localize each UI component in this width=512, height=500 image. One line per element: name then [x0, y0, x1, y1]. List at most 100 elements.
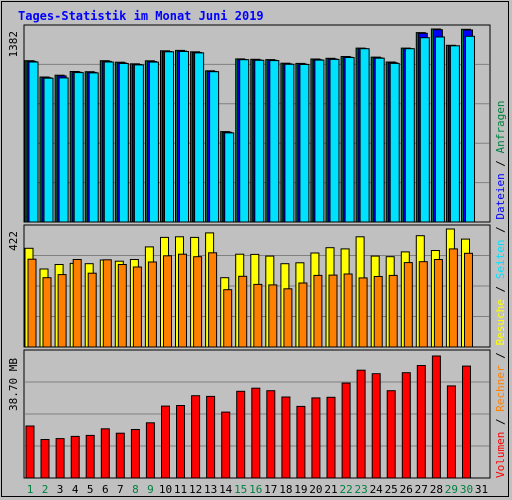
bar-seiten: [73, 72, 84, 223]
bar-volumen: [296, 405, 306, 479]
x-tick-label: 23: [354, 483, 367, 496]
bar-volumen: [281, 396, 291, 479]
bar-seiten: [359, 48, 370, 223]
bar-rechner: [403, 262, 413, 348]
bar-seiten: [419, 37, 430, 223]
bar-volumen: [266, 390, 276, 479]
bar-volumen: [130, 429, 140, 479]
bar-seiten: [194, 52, 205, 223]
legend-item-besuche: Besuche: [494, 299, 507, 345]
bar-volumen: [25, 425, 35, 479]
legend: Volumen / Rechner / Besuche / Seiten / D…: [494, 100, 507, 478]
bar-seiten: [239, 59, 250, 223]
bar-seiten: [434, 36, 445, 223]
bar-rechner: [388, 274, 398, 348]
x-tick-label: 28: [430, 483, 443, 496]
x-tick-label: 7: [117, 483, 124, 496]
bar-rechner: [343, 273, 353, 348]
bar-seiten: [299, 64, 310, 223]
bar-seiten: [133, 64, 144, 223]
x-tick-label: 3: [57, 483, 64, 496]
bar-volumen: [431, 355, 441, 479]
x-tick-label: 21: [324, 483, 337, 496]
bar-rechner: [193, 256, 203, 348]
bar-volumen: [176, 405, 185, 479]
bar-volumen: [401, 372, 411, 479]
bar-seiten: [209, 71, 220, 223]
x-tick-label: 29: [445, 483, 458, 496]
bar-rechner: [42, 277, 52, 348]
bar-rechner: [328, 274, 338, 348]
bar-rechner: [373, 276, 383, 348]
bar-rechner: [223, 289, 233, 348]
bar-rechner: [72, 259, 82, 348]
bar-seiten: [344, 57, 355, 223]
x-tick-label: 1: [27, 483, 34, 496]
x-tick-label: 19: [294, 483, 307, 496]
bar-rechner: [208, 252, 218, 348]
x-tick-label: 6: [102, 483, 109, 496]
x-tick-label: 16: [249, 483, 262, 496]
legend-item-seiten: Seiten: [494, 240, 507, 280]
panel-max-label: 1382: [7, 31, 20, 58]
x-tick-label: 31: [475, 483, 488, 496]
x-tick-label: 9: [147, 483, 154, 496]
x-tick-label: 17: [264, 483, 277, 496]
bar-volumen: [145, 422, 155, 479]
bar-seiten: [389, 62, 400, 223]
bar-rechner: [238, 275, 248, 348]
bar-rechner: [102, 259, 112, 348]
x-tick-label: 2: [42, 483, 49, 496]
bar-rechner: [358, 277, 368, 348]
bar-rechner: [268, 284, 278, 348]
bar-volumen: [341, 382, 351, 479]
bar-volumen: [356, 369, 366, 479]
legend-item-volumen: Volumen: [494, 432, 507, 478]
legend-item-rechner: Rechner: [494, 365, 507, 412]
bar-volumen: [236, 390, 246, 479]
legend-item-anfragen: Anfragen: [494, 100, 507, 153]
bar-volumen: [221, 411, 231, 479]
x-tick-label: 4: [72, 483, 79, 496]
bar-seiten: [118, 63, 129, 223]
legend-separator: /: [494, 412, 507, 432]
x-tick-label: 22: [339, 483, 352, 496]
legend-separator: /: [494, 346, 507, 366]
x-tick-label: 30: [460, 483, 473, 496]
bar-seiten: [329, 58, 340, 223]
x-tick-label: 11: [174, 483, 187, 496]
x-tick-label: 18: [279, 483, 292, 496]
bar-volumen: [115, 432, 125, 479]
bar-seiten: [449, 45, 460, 223]
x-tick-label: 8: [132, 483, 139, 496]
legend-item-dateien: Dateien: [494, 173, 507, 219]
legend-separator: /: [494, 220, 507, 240]
bar-seiten: [254, 59, 265, 223]
bar-seiten: [148, 61, 159, 223]
x-tick-label: 10: [159, 483, 172, 496]
bar-rechner: [283, 288, 293, 348]
bar-seiten: [314, 59, 325, 223]
bar-rechner: [117, 264, 127, 348]
bar-rechner: [464, 252, 473, 348]
bar-seiten: [58, 77, 69, 223]
bar-volumen: [371, 373, 381, 479]
x-tick-label: 27: [415, 483, 428, 496]
bar-volumen: [40, 439, 50, 479]
bar-rechner: [253, 283, 263, 348]
bar-volumen: [446, 385, 456, 479]
bar-rechner: [27, 258, 37, 348]
bar-volumen: [462, 365, 471, 479]
bar-seiten: [284, 63, 295, 223]
bar-seiten: [224, 132, 235, 223]
bar-seiten: [164, 51, 174, 223]
panel-max-label: 422: [7, 231, 20, 251]
bar-rechner: [87, 272, 97, 348]
x-tick-label: 12: [189, 483, 202, 496]
bar-rechner: [433, 259, 443, 348]
legend-separator: /: [494, 153, 507, 173]
bar-seiten: [28, 61, 39, 223]
x-tick-label: 25: [385, 483, 398, 496]
